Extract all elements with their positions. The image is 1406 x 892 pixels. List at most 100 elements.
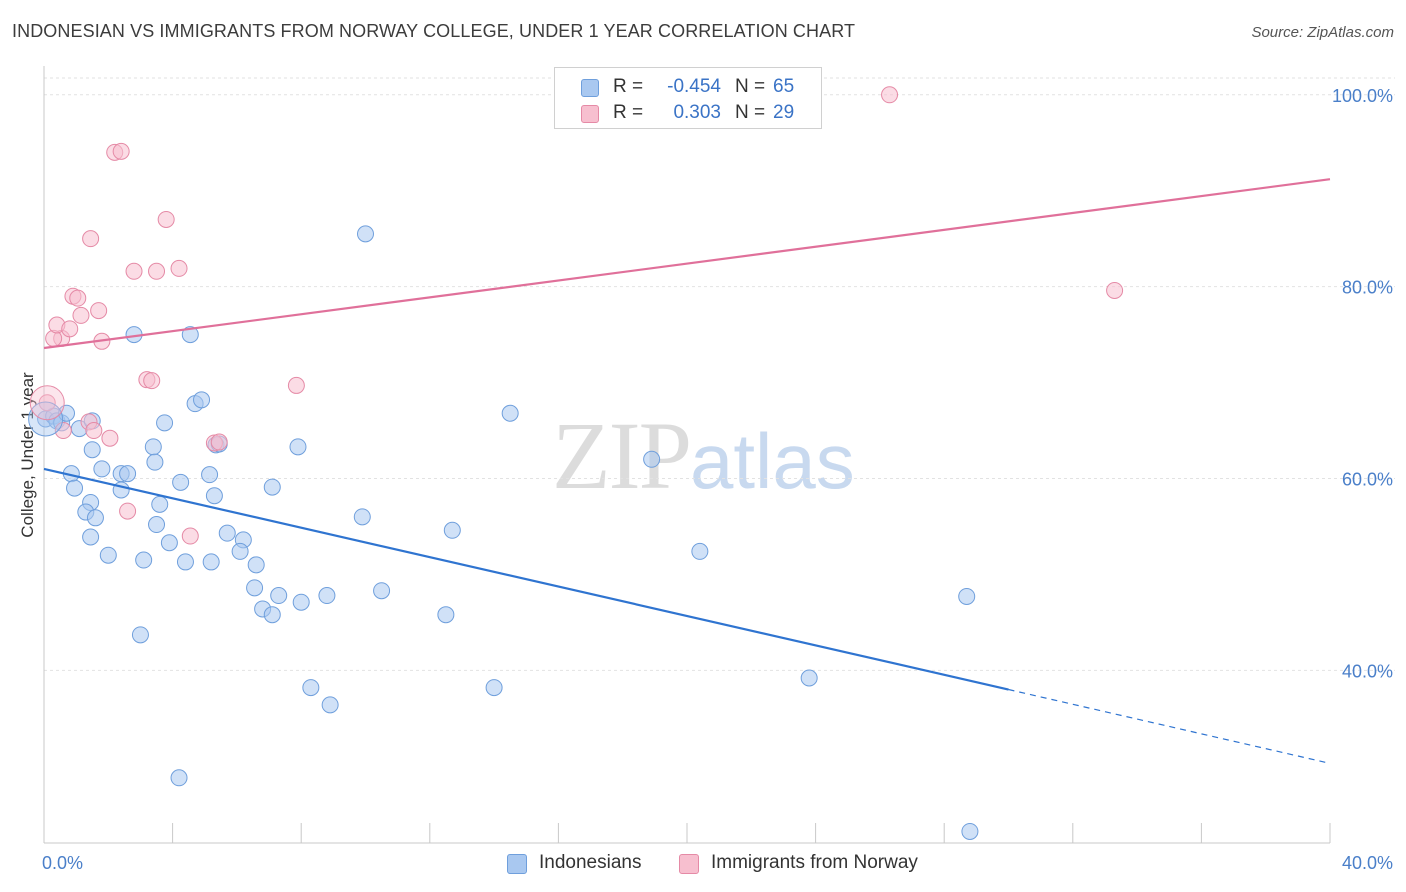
y-tick-label: 40.0% xyxy=(1342,661,1393,681)
indonesians-point xyxy=(247,556,265,574)
indonesians-point xyxy=(289,438,307,456)
norway-point xyxy=(287,376,305,394)
norway-point xyxy=(38,394,56,412)
indonesians-point xyxy=(119,465,137,483)
norway-point xyxy=(112,142,130,160)
indonesians-point xyxy=(958,587,976,605)
bottom-legend-label: Immigrants from Norway xyxy=(711,852,918,873)
chart-title: INDONESIAN VS IMMIGRANTS FROM NORWAY COL… xyxy=(12,21,856,41)
norway-point xyxy=(90,302,108,320)
indonesians-point xyxy=(231,542,249,560)
legend-n-label: N = xyxy=(735,76,766,97)
indonesians-point xyxy=(170,769,188,787)
legend-swatch-norway xyxy=(581,105,599,123)
indonesians-point xyxy=(181,326,199,344)
indonesians-trendline xyxy=(43,467,1009,691)
legend-n-label: N = xyxy=(735,102,766,123)
y-tick-label: 100.0% xyxy=(1332,86,1393,106)
norway-point xyxy=(181,527,199,545)
legend-r-value: -0.454 xyxy=(667,76,721,97)
indonesians-point xyxy=(643,450,661,468)
indonesians-point xyxy=(83,441,101,459)
indonesians-point xyxy=(172,473,190,491)
indonesians-point xyxy=(443,521,461,539)
indonesians-point xyxy=(292,593,310,611)
legend-r-value: 0.303 xyxy=(673,102,721,123)
legend-swatch-indonesians xyxy=(581,79,599,97)
indonesians-point xyxy=(302,679,320,697)
indonesians-point xyxy=(151,495,169,513)
indonesians-point xyxy=(202,553,220,571)
watermark-atlas: atlas xyxy=(690,417,855,505)
indonesians-point xyxy=(144,438,162,456)
indonesians-point xyxy=(357,225,374,243)
norway-point xyxy=(72,306,90,324)
norway-point xyxy=(170,259,188,277)
indonesians-point xyxy=(218,524,236,542)
indonesians-point xyxy=(176,553,194,571)
norway-point xyxy=(69,289,87,307)
legend-r-label: R = xyxy=(613,102,644,123)
indonesians-point xyxy=(246,579,264,597)
indonesians-point xyxy=(373,582,391,600)
y-tick-label: 80.0% xyxy=(1342,278,1393,298)
y-tick-label: 60.0% xyxy=(1342,469,1393,489)
norway-point xyxy=(1106,281,1124,299)
indonesians-point xyxy=(156,414,174,432)
norway-point xyxy=(125,262,143,280)
indonesians-point xyxy=(437,606,455,624)
bottom-legend-swatch-norway xyxy=(679,854,699,874)
norway-trendline xyxy=(43,178,1331,350)
x-tick-label: 40.0% xyxy=(1342,853,1393,873)
indonesians-point xyxy=(93,460,111,478)
stats-legend: R = -0.454 N = 65 R = 0.303 N = 29 xyxy=(554,67,822,129)
indonesians-point xyxy=(263,606,281,624)
norway-point xyxy=(85,422,103,440)
indonesians-point xyxy=(28,401,64,437)
indonesians-point xyxy=(485,679,503,697)
bottom-legend-label: Indonesians xyxy=(539,852,642,873)
indonesians-point xyxy=(135,551,153,569)
indonesians-point xyxy=(131,626,149,644)
norway-point xyxy=(119,502,137,520)
norway-point xyxy=(82,230,100,248)
legend-n-value: 29 xyxy=(773,102,795,123)
norway-point xyxy=(143,372,161,390)
indonesians-point xyxy=(691,542,709,560)
indonesians-point xyxy=(205,487,223,505)
legend-n-value: 65 xyxy=(773,76,795,97)
indonesians-point xyxy=(961,822,979,840)
indonesians-point xyxy=(160,534,178,552)
indonesians-point xyxy=(318,587,336,605)
indonesians-point xyxy=(66,479,84,497)
indonesians-trendline-extension xyxy=(1008,688,1331,764)
indonesians-point xyxy=(99,546,117,564)
indonesians-point xyxy=(148,516,166,534)
indonesians-point xyxy=(82,528,100,546)
indonesians-point xyxy=(193,391,211,409)
norway-point xyxy=(157,210,175,228)
norway-point xyxy=(61,320,79,338)
indonesians-point xyxy=(86,509,104,527)
watermark: ZIPatlas xyxy=(552,400,855,511)
bottom-legend-swatch-indonesians xyxy=(507,854,527,874)
norway-point xyxy=(881,86,899,104)
indonesians-point xyxy=(353,508,371,526)
legend-r-label: R = xyxy=(613,76,644,97)
watermark-zip: ZIP xyxy=(552,402,692,509)
indonesians-point xyxy=(321,696,339,714)
indonesians-point xyxy=(501,404,519,422)
norway-point xyxy=(54,422,72,440)
indonesians-point xyxy=(270,587,288,605)
indonesians-point xyxy=(263,478,281,496)
norway-point xyxy=(210,433,228,451)
norway-point xyxy=(101,429,119,447)
norway-point xyxy=(29,385,65,421)
x-tick-label: 0.0% xyxy=(42,853,83,873)
indonesians-point xyxy=(201,466,219,484)
norway-point xyxy=(148,262,166,280)
source-label: Source: ZipAtlas.com xyxy=(1251,24,1394,41)
indonesians-point xyxy=(146,453,164,471)
indonesians-point xyxy=(800,669,818,687)
